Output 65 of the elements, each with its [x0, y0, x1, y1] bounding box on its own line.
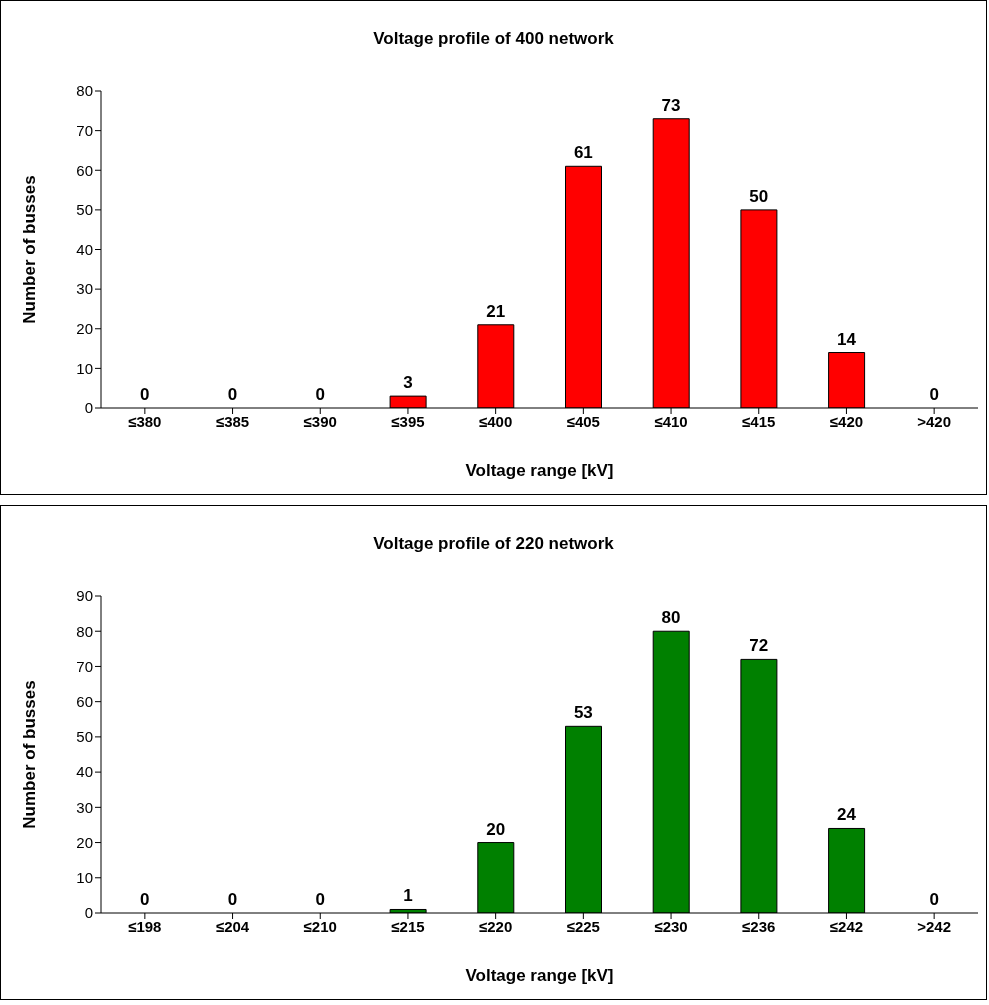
y-tick-label: 80 [76, 82, 93, 100]
x-tick-label: ≤410 [654, 412, 688, 430]
x-axis-title: Voltage range [kV] [465, 966, 614, 985]
y-tick-label: 50 [76, 728, 93, 746]
data-label: 61 [573, 143, 593, 163]
x-tick-label: ≤395 [391, 412, 425, 430]
y-axis-title: Number of busses [20, 680, 40, 829]
y-tick-label: 20 [76, 320, 93, 338]
x-tick-label: ≤220 [479, 917, 513, 935]
y-tick-label: 70 [76, 121, 93, 139]
x-tick-label: ≤198 [128, 917, 162, 935]
x-tick-label: ≤405 [566, 412, 600, 430]
data-label: 50 [749, 186, 769, 206]
y-tick-label: 20 [76, 833, 93, 851]
y-tick-label: 60 [76, 161, 93, 179]
data-label: 20 [486, 819, 506, 839]
data-label: 24 [836, 805, 857, 825]
data-label: 14 [836, 329, 857, 349]
data-label: 0 [140, 385, 150, 404]
data-label: 0 [929, 890, 939, 909]
chart-title: Voltage profile of 220 network [372, 534, 615, 554]
data-label: 53 [573, 703, 593, 723]
data-label: 80 [661, 608, 681, 628]
y-axis-title: Number of busses [20, 175, 40, 324]
x-tick-label: ≤400 [479, 412, 513, 430]
y-tick-label: 0 [84, 399, 93, 417]
chart-title: Voltage profile of 400 network [372, 29, 615, 49]
x-tick-label: >242 [917, 917, 952, 935]
x-tick-label: ≤210 [303, 917, 337, 935]
data-label: 1 [403, 886, 413, 906]
x-tick-label: ≤390 [303, 412, 337, 430]
x-tick-label: ≤415 [742, 412, 776, 430]
x-tick-label: ≤420 [829, 412, 864, 430]
y-tick-label: 60 [76, 692, 93, 710]
x-tick-label: ≤230 [654, 917, 688, 935]
data-label: 0 [227, 385, 238, 404]
y-tick-label: 10 [76, 869, 93, 887]
data-label: 0 [929, 385, 939, 404]
y-tick-label: 50 [76, 201, 93, 219]
y-tick-label: 90 [76, 587, 93, 605]
x-tick-label: >420 [917, 412, 952, 430]
data-label: 0 [315, 385, 325, 404]
x-tick-label: ≤236 [742, 917, 776, 935]
y-tick-label: 0 [84, 904, 93, 922]
y-tick-label: 10 [76, 359, 93, 377]
y-tick-label: 70 [76, 657, 93, 675]
x-tick-label: ≤215 [391, 917, 425, 935]
x-tick-label: ≤380 [128, 412, 162, 430]
x-tick-label: ≤225 [566, 917, 600, 935]
data-label: 0 [140, 890, 150, 909]
data-label: 21 [486, 301, 506, 321]
x-tick-label: ≤242 [829, 917, 864, 935]
data-label: 0 [315, 890, 325, 909]
data-label: 72 [749, 636, 769, 656]
y-tick-label: 80 [76, 622, 93, 640]
y-tick-label: 40 [76, 240, 93, 258]
data-label: 3 [403, 373, 413, 393]
x-tick-label: ≤204 [215, 917, 250, 935]
y-tick-label: 30 [76, 798, 93, 816]
data-label: 0 [227, 890, 238, 909]
data-label: 73 [661, 95, 681, 115]
y-tick-label: 30 [76, 280, 93, 298]
x-axis-title: Voltage range [kV] [465, 461, 614, 480]
x-tick-label: ≤385 [215, 412, 250, 430]
y-tick-label: 40 [76, 763, 93, 781]
